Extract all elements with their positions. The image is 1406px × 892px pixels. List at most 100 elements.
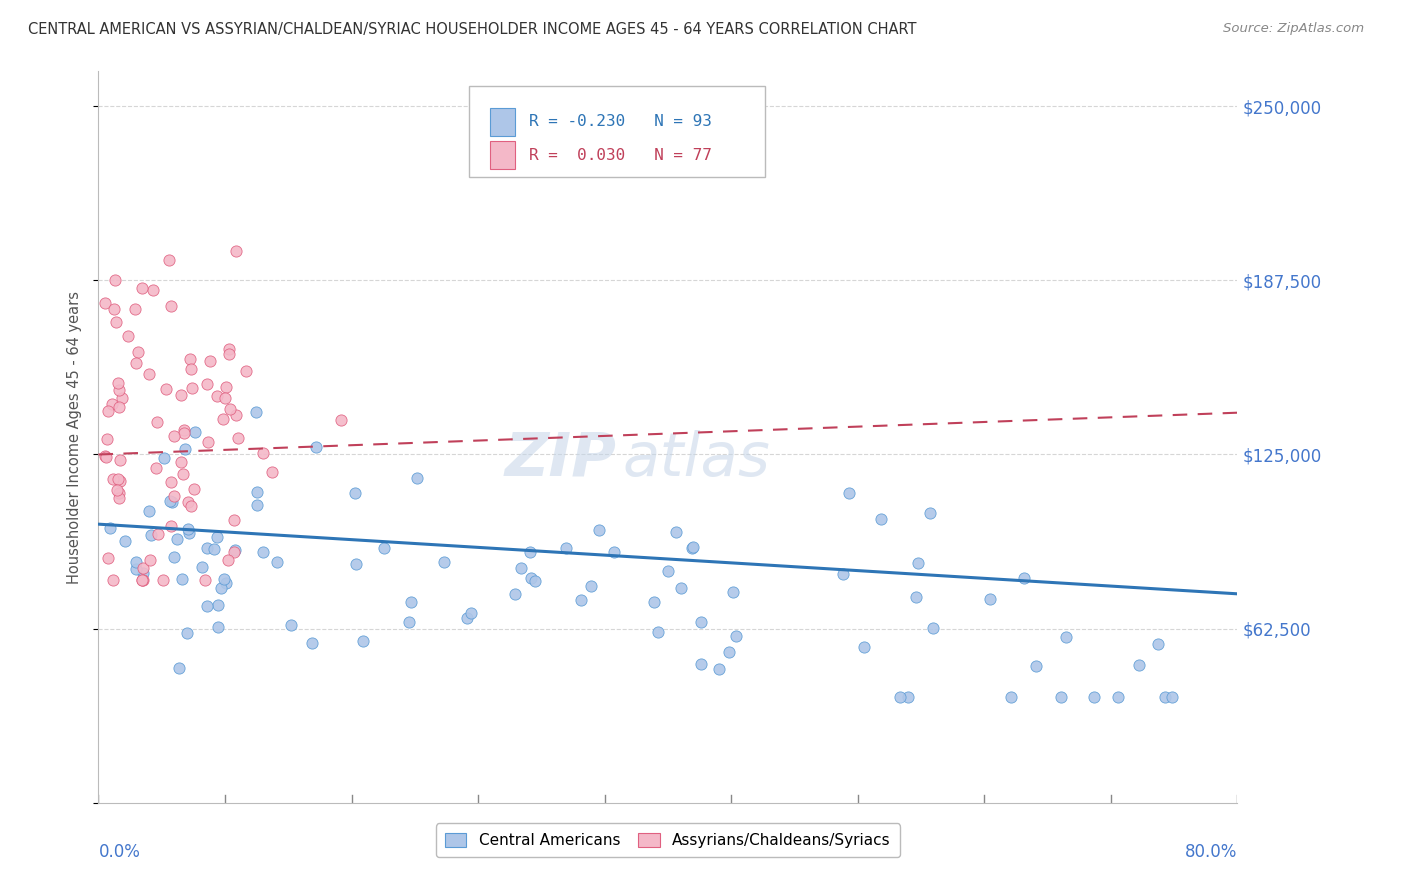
Point	[132, 573, 155, 587]
Point	[245, 405, 267, 419]
Point	[1107, 690, 1129, 704]
Point	[125, 561, 148, 575]
Point	[107, 486, 129, 500]
Point	[406, 470, 429, 484]
Text: 80.0%: 80.0%	[1185, 843, 1237, 861]
Point	[104, 273, 127, 287]
Point	[305, 440, 328, 454]
Point	[174, 442, 197, 456]
Point	[897, 690, 920, 704]
Point	[197, 435, 219, 450]
Point	[1147, 637, 1170, 651]
Point	[138, 368, 160, 382]
Point	[110, 391, 132, 405]
Point	[1054, 630, 1077, 644]
Point	[224, 514, 246, 528]
Point	[603, 545, 626, 559]
Point	[207, 598, 229, 612]
Point	[170, 387, 193, 401]
Point	[177, 526, 200, 541]
Point	[1012, 571, 1035, 585]
Point	[921, 621, 943, 635]
Point	[889, 690, 911, 704]
Point	[191, 560, 214, 574]
Point	[520, 571, 543, 585]
Point	[460, 607, 482, 621]
Point	[725, 629, 748, 643]
Point	[352, 633, 374, 648]
Point	[224, 543, 246, 558]
Text: atlas: atlas	[623, 430, 770, 489]
Point	[214, 392, 236, 406]
Point	[101, 472, 124, 486]
Point	[160, 475, 183, 489]
Text: 0.0%: 0.0%	[98, 843, 141, 861]
Point	[160, 494, 183, 508]
Point	[103, 301, 125, 316]
Point	[401, 595, 423, 609]
Point	[689, 615, 711, 629]
Point	[152, 573, 174, 587]
FancyBboxPatch shape	[468, 86, 765, 178]
Point	[579, 579, 602, 593]
Point	[569, 593, 592, 607]
Point	[180, 500, 202, 514]
Point	[707, 662, 730, 676]
Point	[160, 299, 183, 313]
Point	[101, 397, 124, 411]
Point	[131, 573, 153, 587]
Point	[721, 584, 744, 599]
Point	[717, 645, 740, 659]
Point	[127, 345, 149, 359]
Point	[682, 540, 704, 554]
Point	[124, 302, 146, 317]
Point	[152, 451, 174, 466]
Point	[170, 455, 193, 469]
Point	[456, 611, 478, 625]
Point	[195, 377, 218, 392]
Point	[224, 545, 246, 559]
Point	[97, 403, 120, 417]
Point	[195, 541, 218, 556]
Point	[167, 661, 190, 675]
Point	[1128, 658, 1150, 673]
Point	[246, 485, 269, 500]
Point	[343, 486, 366, 500]
Point	[101, 573, 124, 587]
Point	[266, 555, 288, 569]
Point	[689, 657, 711, 671]
Point	[97, 550, 120, 565]
FancyBboxPatch shape	[491, 141, 515, 169]
Point	[110, 452, 132, 467]
Point	[107, 491, 129, 505]
Point	[157, 252, 180, 267]
Point	[218, 346, 240, 360]
FancyBboxPatch shape	[491, 108, 515, 136]
Point	[93, 295, 115, 310]
Point	[219, 402, 242, 417]
Text: ZIP: ZIP	[505, 430, 617, 489]
Point	[225, 244, 247, 259]
Point	[163, 489, 186, 503]
Point	[194, 573, 217, 587]
Point	[205, 389, 228, 403]
Point	[665, 525, 688, 540]
Point	[160, 519, 183, 533]
Point	[173, 423, 195, 437]
Point	[301, 636, 323, 650]
Point	[588, 523, 610, 537]
Point	[373, 541, 395, 555]
Point	[166, 532, 188, 546]
Point	[104, 315, 127, 329]
Point	[503, 587, 526, 601]
Point	[155, 383, 177, 397]
Point	[1025, 659, 1047, 673]
Point	[146, 527, 169, 541]
Point	[172, 467, 194, 481]
Point	[198, 354, 221, 368]
Point	[179, 352, 201, 367]
Point	[224, 409, 246, 423]
Point	[519, 545, 541, 559]
Point	[195, 599, 218, 614]
Point	[1154, 690, 1177, 704]
